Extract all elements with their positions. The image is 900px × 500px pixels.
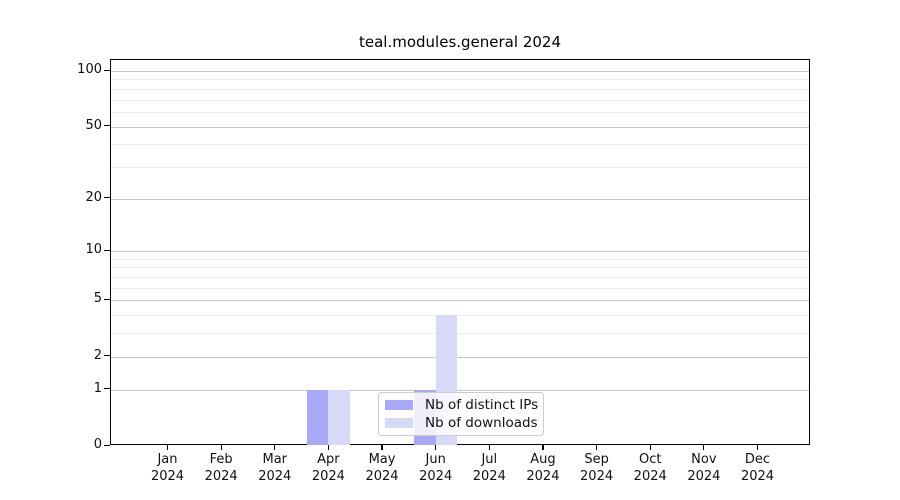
y-tick-label: 2 <box>93 347 102 363</box>
y-tick-label: 20 <box>85 189 102 205</box>
x-tick-mark <box>756 445 759 450</box>
x-tick-label: Mar 2024 <box>258 452 292 484</box>
legend-label-downloads: Nb of downloads <box>425 415 538 431</box>
bar-distinct-ips <box>306 389 329 445</box>
y-tick-mark <box>104 298 110 301</box>
minor-gridline <box>111 111 809 113</box>
minor-gridline <box>111 79 809 81</box>
y-tick-label: 0 <box>93 437 102 452</box>
legend-swatch-downloads <box>385 418 413 428</box>
x-tick-label: Sep 2024 <box>580 452 614 484</box>
x-tick-label: May 2024 <box>365 452 399 484</box>
x-tick-mark <box>327 445 329 450</box>
y-tick-label: 10 <box>85 242 102 258</box>
x-tick-label: Aug 2024 <box>526 452 560 484</box>
y-tick-mark <box>104 444 110 446</box>
x-tick-mark <box>649 445 651 450</box>
x-tick-mark <box>166 445 169 450</box>
x-tick-mark <box>488 445 490 450</box>
major-gridline <box>111 251 809 253</box>
y-tick-mark <box>104 388 110 390</box>
major-gridline <box>111 198 809 200</box>
major-gridline <box>111 356 809 358</box>
legend-item-distinct-ips: Nb of distinct IPs <box>385 397 539 413</box>
minor-gridline <box>111 258 809 260</box>
x-tick-mark <box>435 445 437 450</box>
plot-area <box>110 59 810 445</box>
y-tick-mark <box>104 125 110 127</box>
x-tick-label: Jul 2024 <box>472 452 506 484</box>
x-tick-label: Jun 2024 <box>419 452 453 484</box>
legend-label-distinct-ips: Nb of distinct IPs <box>425 397 539 413</box>
x-tick-label: Feb 2024 <box>204 452 238 484</box>
major-gridline <box>111 300 809 302</box>
minor-gridline <box>111 166 809 168</box>
minor-gridline <box>111 88 809 90</box>
x-tick-label: Nov 2024 <box>687 452 721 484</box>
x-tick-label: Oct 2024 <box>633 452 667 484</box>
minor-gridline <box>111 267 809 269</box>
y-tick-label: 5 <box>93 291 102 307</box>
legend-swatch-distinct-ips <box>385 400 413 410</box>
x-tick-mark <box>595 445 598 450</box>
minor-gridline <box>111 315 809 317</box>
minor-gridline <box>111 99 809 101</box>
y-tick-label: 100 <box>77 62 102 77</box>
minor-gridline <box>111 287 809 289</box>
x-tick-mark <box>220 445 222 450</box>
x-tick-mark <box>381 445 383 450</box>
legend-item-downloads: Nb of downloads <box>385 415 538 431</box>
major-gridline <box>111 71 809 72</box>
chart-title: teal.modules.general 2024 <box>359 33 561 51</box>
x-tick-mark <box>542 445 544 450</box>
x-tick-mark <box>274 445 276 450</box>
x-tick-mark <box>703 445 705 450</box>
x-tick-label: Jan 2024 <box>150 452 185 484</box>
x-tick-label: Apr 2024 <box>311 452 345 484</box>
y-tick-mark <box>104 197 110 199</box>
bar-downloads <box>328 389 350 445</box>
minor-gridline <box>111 277 809 279</box>
y-tick-label: 50 <box>85 117 102 133</box>
minor-gridline <box>111 333 809 335</box>
y-tick-mark <box>104 69 110 71</box>
y-tick-label: 1 <box>93 380 102 396</box>
major-gridline <box>111 389 809 391</box>
legend: Nb of distinct IPs Nb of downloads <box>378 392 544 436</box>
y-tick-mark <box>104 249 110 251</box>
x-tick-label: Dec 2024 <box>740 452 775 484</box>
y-tick-mark <box>104 355 110 357</box>
minor-gridline <box>111 144 809 146</box>
major-gridline <box>111 126 809 128</box>
